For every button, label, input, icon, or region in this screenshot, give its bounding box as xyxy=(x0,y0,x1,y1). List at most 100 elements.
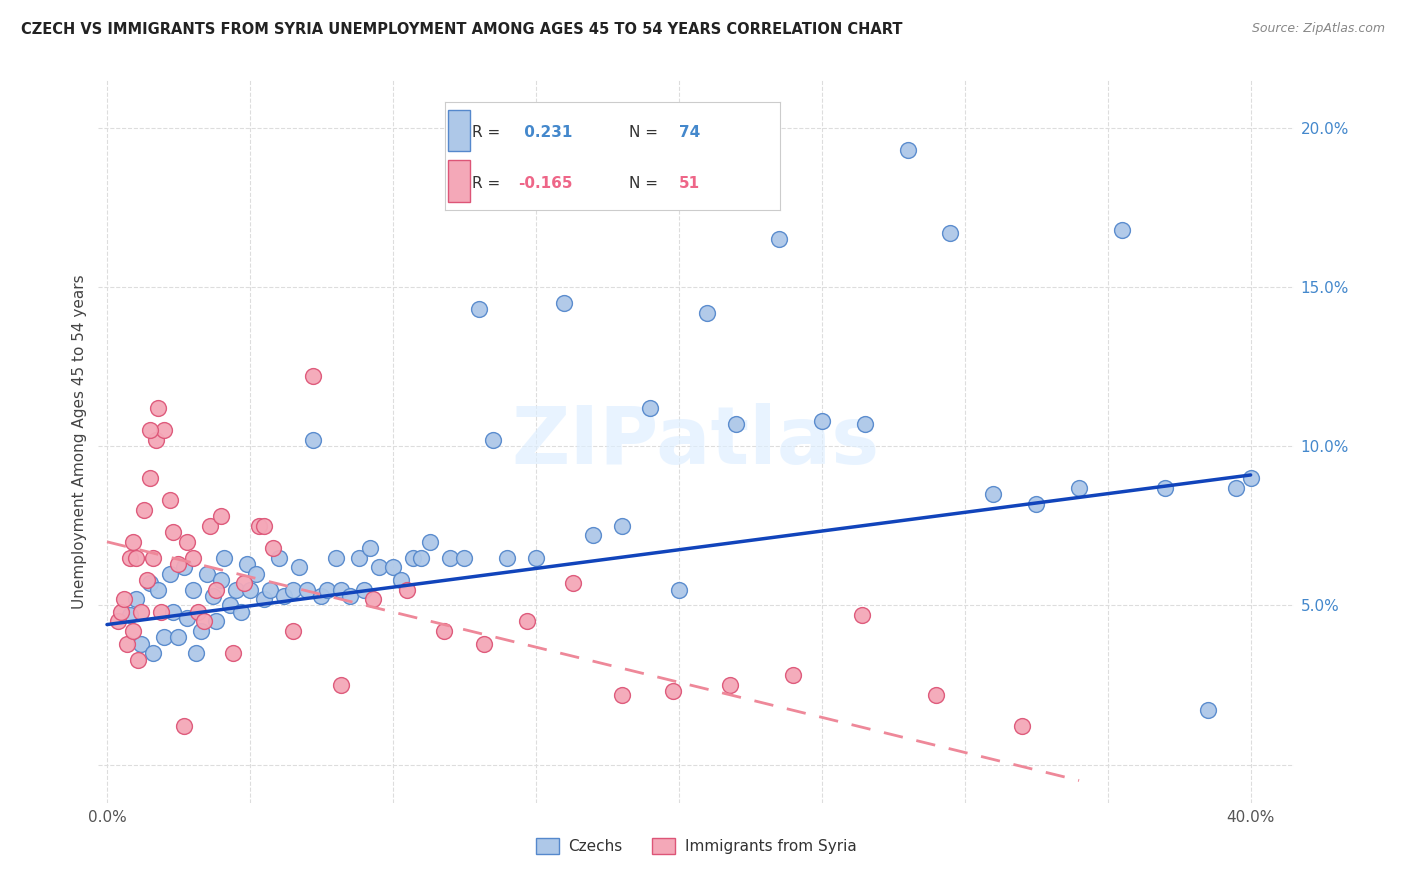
Point xyxy=(121,624,143,638)
Point xyxy=(139,424,162,438)
Point xyxy=(724,417,747,431)
Point xyxy=(553,296,575,310)
Point xyxy=(204,582,226,597)
Point xyxy=(810,414,832,428)
Point xyxy=(402,550,425,565)
Point xyxy=(193,615,215,629)
Point xyxy=(482,433,505,447)
Point xyxy=(474,637,496,651)
Point xyxy=(121,534,143,549)
Point xyxy=(253,592,276,607)
Point xyxy=(853,417,876,431)
Point xyxy=(411,550,433,565)
Point xyxy=(209,509,232,524)
Point xyxy=(162,525,184,540)
Point xyxy=(339,589,361,603)
Point xyxy=(381,560,404,574)
Point xyxy=(127,652,149,666)
Point xyxy=(173,560,195,574)
Point xyxy=(281,624,304,638)
Point xyxy=(212,550,235,565)
Point xyxy=(219,599,242,613)
Point xyxy=(209,573,232,587)
Point xyxy=(167,557,190,571)
Point xyxy=(148,401,170,416)
Point xyxy=(330,582,353,597)
Point xyxy=(311,589,333,603)
Point xyxy=(316,582,339,597)
Point xyxy=(851,607,873,622)
Point xyxy=(782,668,804,682)
Point xyxy=(231,605,253,619)
Point xyxy=(582,528,605,542)
Point xyxy=(1111,223,1133,237)
Point xyxy=(131,637,153,651)
Point xyxy=(195,566,218,581)
Point xyxy=(273,589,295,603)
Point xyxy=(142,550,165,565)
Point xyxy=(259,582,281,597)
Point xyxy=(353,582,375,597)
Point xyxy=(262,541,284,556)
Point xyxy=(222,646,245,660)
Point xyxy=(718,678,741,692)
Point xyxy=(245,566,267,581)
Point xyxy=(253,519,276,533)
Point xyxy=(118,550,141,565)
Point xyxy=(516,615,538,629)
Point xyxy=(139,471,162,485)
Point xyxy=(187,605,209,619)
Point xyxy=(107,615,129,629)
Point xyxy=(184,646,207,660)
Point xyxy=(330,678,353,692)
Point xyxy=(524,550,547,565)
Point xyxy=(1025,497,1047,511)
Point xyxy=(367,560,389,574)
Point xyxy=(145,433,167,447)
Point xyxy=(610,519,633,533)
Point xyxy=(153,630,176,644)
Point xyxy=(153,424,176,438)
Point xyxy=(236,557,259,571)
Point xyxy=(662,684,685,698)
Point xyxy=(347,550,370,565)
Point xyxy=(110,605,132,619)
Point xyxy=(124,550,146,565)
Point xyxy=(638,401,661,416)
Point xyxy=(1239,471,1261,485)
Text: CZECH VS IMMIGRANTS FROM SYRIA UNEMPLOYMENT AMONG AGES 45 TO 54 YEARS CORRELATIO: CZECH VS IMMIGRANTS FROM SYRIA UNEMPLOYM… xyxy=(21,22,903,37)
Point xyxy=(610,688,633,702)
Point xyxy=(359,541,381,556)
Point xyxy=(142,646,165,660)
Point xyxy=(768,232,790,246)
Point xyxy=(115,637,138,651)
Point xyxy=(204,615,226,629)
Point xyxy=(124,592,146,607)
Point xyxy=(181,550,204,565)
Point xyxy=(1011,719,1033,733)
Point xyxy=(198,519,221,533)
Point xyxy=(201,589,224,603)
Point xyxy=(225,582,247,597)
Point xyxy=(896,144,918,158)
Point xyxy=(136,573,159,587)
Point xyxy=(391,573,413,587)
Point xyxy=(1225,481,1247,495)
Point xyxy=(148,582,170,597)
Point xyxy=(190,624,212,638)
Point xyxy=(267,550,290,565)
Point xyxy=(419,534,441,549)
Point xyxy=(287,560,309,574)
Point xyxy=(925,688,948,702)
Point xyxy=(496,550,519,565)
Point xyxy=(134,503,156,517)
Point xyxy=(159,493,181,508)
Point xyxy=(173,719,195,733)
Point xyxy=(139,576,162,591)
Point xyxy=(233,576,256,591)
Point xyxy=(325,550,347,565)
Text: ZIPatlas: ZIPatlas xyxy=(512,402,880,481)
Point xyxy=(1067,481,1090,495)
Point xyxy=(433,624,456,638)
Point xyxy=(112,592,135,607)
